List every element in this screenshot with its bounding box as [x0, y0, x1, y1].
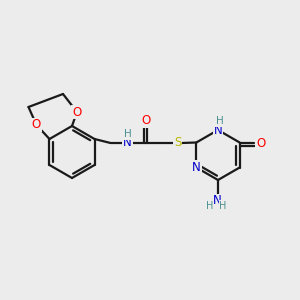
Text: H: H [206, 201, 214, 211]
Text: H: H [219, 201, 227, 211]
Text: O: O [72, 106, 82, 118]
Text: N: N [123, 136, 132, 149]
Text: O: O [141, 115, 150, 128]
Text: N: N [192, 161, 201, 174]
Text: N: N [213, 194, 221, 208]
Text: H: H [124, 129, 131, 139]
Text: H: H [216, 116, 224, 126]
Text: O: O [32, 118, 41, 131]
Text: S: S [174, 136, 181, 149]
Text: N: N [214, 124, 222, 136]
Text: O: O [256, 137, 265, 150]
